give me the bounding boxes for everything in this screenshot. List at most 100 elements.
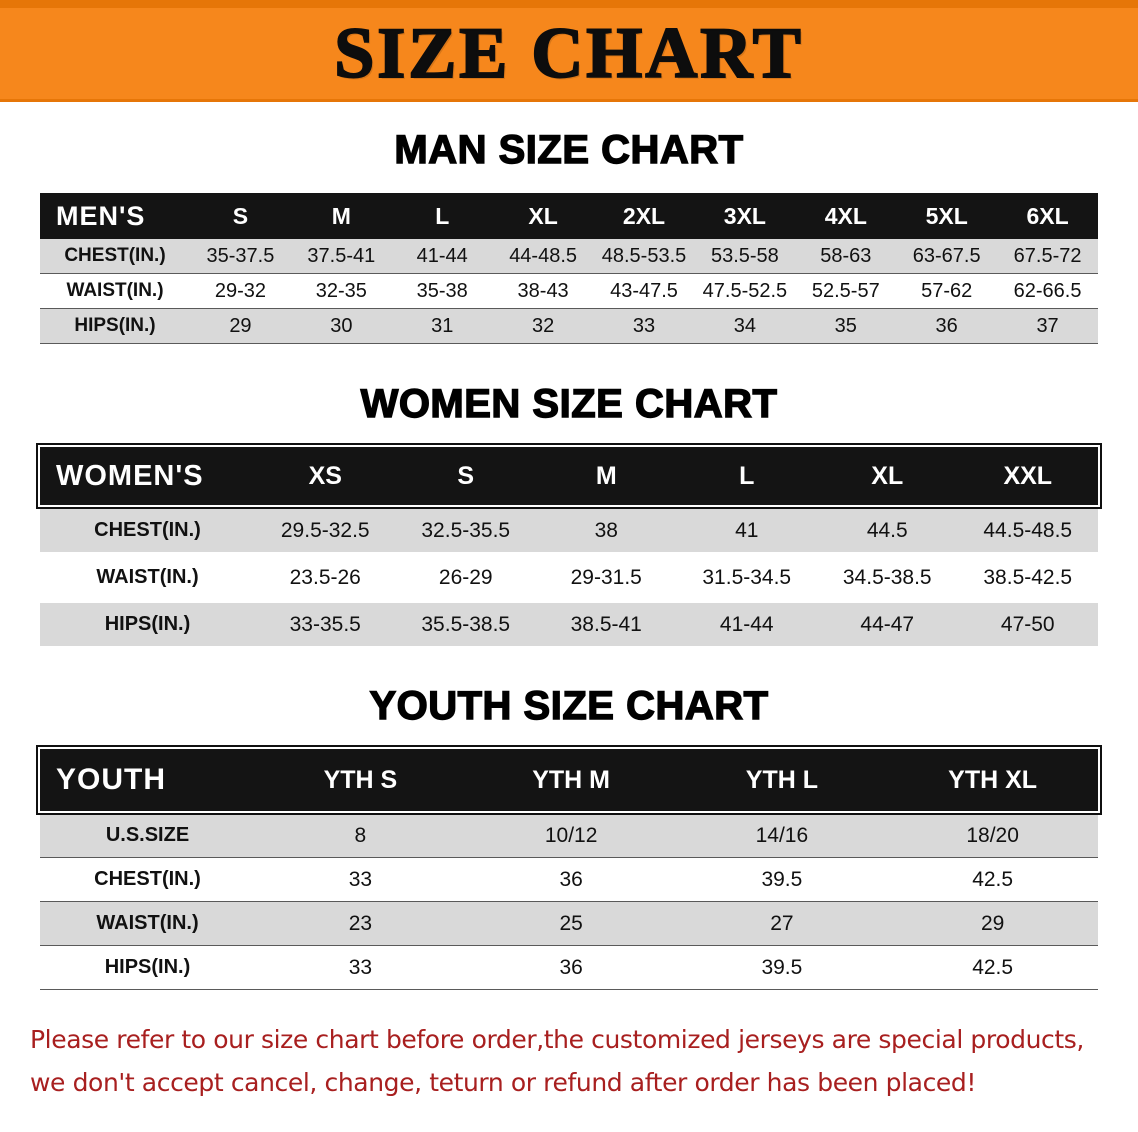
disclaimer: Please refer to our size chart before or… (30, 1018, 1108, 1104)
table-cell: 43-47.5 (610, 279, 678, 302)
disclaimer-line-2: we don't accept cancel, change, teturn o… (30, 1068, 976, 1097)
table-cell: 35 (834, 314, 857, 337)
disclaimer-line-1: Please refer to our size chart before or… (30, 1025, 1084, 1054)
table-cell: 44.5 (866, 518, 908, 542)
column-header: YTH M (532, 765, 611, 794)
table-cell: 67.5-72 (1013, 244, 1082, 267)
table-cell: 42.5 (972, 867, 1014, 891)
table-cell: 52.5-57 (811, 279, 880, 302)
table-cell: 35.5-38.5 (421, 612, 511, 636)
table-cell: 34 (733, 314, 757, 337)
row-label: WAIST(IN.) (66, 280, 164, 301)
table-row: CHEST(IN.) 29.5-32.5 32.5-35.5 38 41 44.5 44.5… (40, 509, 1098, 552)
row-label: CHEST(IN.) (64, 245, 166, 266)
table-cell: 8 (354, 823, 367, 847)
table-cell: 38.5-42.5 (983, 565, 1073, 589)
table-cell: 36 (935, 314, 958, 337)
size-chart-page: SIZE CHART MAN SIZE CHART MEN'S S M L XL 2XL 3… (0, 0, 1138, 1104)
men-size-table: MEN'S S M L XL 2XL 3XL 4XL 5XL 6XL CHEST(IN.) 35-37… (40, 193, 1098, 344)
table-cell: 33-35.5 (289, 612, 361, 636)
table-cell: 36 (559, 867, 583, 891)
table-cell: 33 (632, 314, 656, 337)
table-cell: 44-47 (860, 612, 915, 636)
table-cell: 44-48.5 (509, 244, 578, 267)
page-title: SIZE CHART (333, 12, 804, 94)
table-cell: 32-35 (315, 279, 367, 302)
table-row: WAIST(IN.) 29-32 32-35 35-38 38-43 43-47.5 47.… (40, 274, 1098, 309)
table-cell: 38-43 (517, 279, 569, 302)
table-row: HIPS(IN.) 29 30 31 32 33 34 35 36 37 (40, 309, 1098, 344)
table-cell: 47.5-52.5 (702, 279, 788, 302)
column-header: 2XL (622, 202, 666, 229)
table-cell: 29 (229, 314, 252, 337)
row-label: HIPS(IN.) (104, 613, 191, 635)
table-cell: 29-32 (214, 279, 267, 302)
table-cell: 14/16 (755, 823, 809, 847)
table-cell: 41-44 (719, 612, 774, 636)
table-cell: 33 (348, 955, 373, 979)
table-cell: 31 (431, 314, 454, 337)
row-label: WAIST(IN.) (96, 912, 199, 934)
table-cell: 48.5-53.5 (601, 244, 687, 267)
women-section-heading: WOMEN SIZE CHART (360, 381, 778, 426)
column-header: M (595, 461, 617, 490)
table-cell: 32.5-35.5 (421, 518, 511, 542)
table-cell: 63-67.5 (912, 244, 981, 267)
table-header-row: MEN'S S M L XL 2XL 3XL 4XL 5XL 6XL (40, 193, 1098, 239)
column-header: YTH XL (948, 765, 1038, 794)
men-section-heading: MAN SIZE CHART (394, 127, 744, 172)
column-header: XXL (1003, 461, 1053, 490)
table-cell: 31.5-34.5 (702, 565, 792, 589)
table-cell: 25 (559, 911, 583, 935)
column-header: L (435, 202, 450, 229)
table-header-row: WOMEN'S XS S M L XL XXL (36, 443, 1102, 509)
column-header: XS (308, 461, 342, 490)
table-cell: 53.5-58 (710, 244, 779, 267)
column-header: 3XL (723, 202, 766, 229)
table-cell: 38 (594, 518, 618, 542)
table-cell: 35-38 (416, 279, 468, 302)
table-cell: 29 (980, 911, 1005, 935)
column-header: XL (871, 461, 904, 490)
table-cell: 37 (1036, 314, 1059, 337)
column-header: XL (528, 202, 558, 229)
table-cell: 47-50 (1000, 612, 1055, 636)
table-cell: 36 (559, 955, 583, 979)
column-header: 5XL (925, 202, 968, 229)
table-cell: 39.5 (761, 867, 803, 891)
row-label: CHEST(IN.) (94, 868, 201, 890)
table-row: CHEST(IN.) 33 36 39.5 42.5 (40, 858, 1098, 902)
column-header: L (739, 461, 755, 490)
table-row: WAIST(IN.) 23.5-26 26-29 29-31.5 31.5-34.5 34… (40, 556, 1098, 599)
table-cell: 29.5-32.5 (280, 518, 370, 542)
table-cell: 27 (770, 911, 794, 935)
row-label: WAIST(IN.) (96, 566, 199, 588)
column-header: YTH S (323, 765, 398, 794)
table-cell: 38.5-41 (570, 612, 642, 636)
column-header: YTH L (745, 765, 818, 794)
table-cell: 26-29 (438, 565, 493, 589)
row-label: CHEST(IN.) (94, 519, 201, 541)
section-women: WOMEN SIZE CHART WOMEN'S XS S M L XL XXL CHEST(… (0, 381, 1138, 646)
table-cell: 23 (348, 911, 373, 935)
table-cell: 37.5-41 (307, 244, 376, 267)
column-header: M (331, 202, 351, 229)
table-corner-label: YOUTH (56, 763, 166, 796)
table-cell: 58-63 (820, 244, 872, 267)
table-cell: 23.5-26 (289, 565, 361, 589)
table-row: HIPS(IN.) 33-35.5 35.5-38.5 38.5-41 41-44 44-… (40, 603, 1098, 646)
women-size-table: WOMEN'S XS S M L XL XXL CHEST(IN.) 29.5-32.5 32.5… (36, 443, 1102, 646)
table-row: U.S.SIZE 8 10/12 14/16 18/20 (40, 814, 1098, 858)
table-cell: 41-44 (416, 244, 468, 267)
table-cell: 42.5 (972, 955, 1014, 979)
table-cell: 33 (348, 867, 373, 891)
table-header-row: YOUTH YTH S YTH M YTH L YTH XL (36, 745, 1102, 815)
table-cell: 30 (330, 314, 353, 337)
table-corner-label: MEN'S (56, 200, 146, 231)
table-corner-label: WOMEN'S (56, 459, 204, 492)
table-row: WAIST(IN.) 23 25 27 29 (40, 902, 1098, 946)
row-label: HIPS(IN.) (104, 956, 191, 978)
table-cell: 32 (531, 314, 555, 337)
column-header: 6XL (1026, 202, 1069, 229)
table-cell: 34.5-38.5 (842, 565, 932, 589)
